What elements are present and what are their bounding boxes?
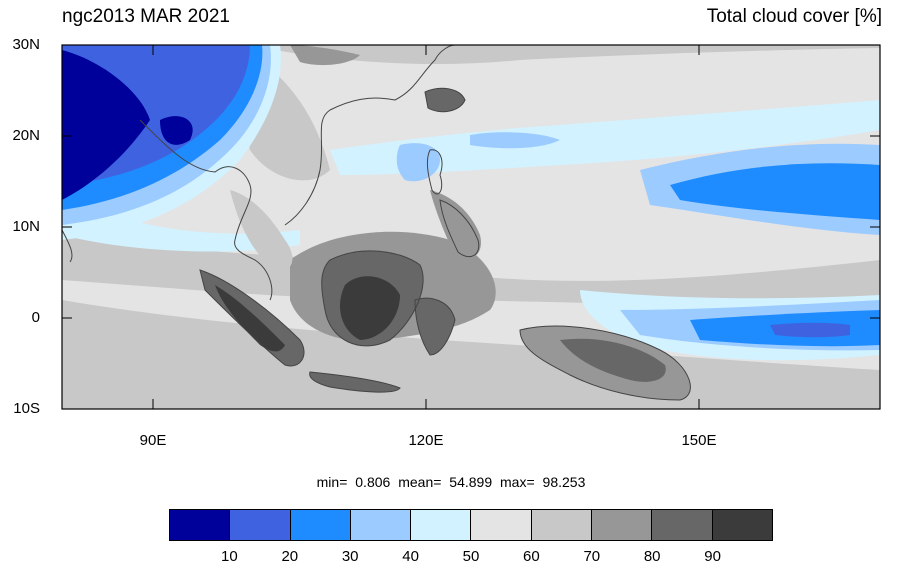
lon-label-120e: 120E bbox=[408, 432, 444, 449]
lat-label-10s: 10S bbox=[13, 400, 40, 417]
colorbar-swatch bbox=[471, 510, 532, 540]
min-label: min= bbox=[316, 474, 348, 490]
colorbar-tick-label: 20 bbox=[281, 548, 299, 565]
colorbar-tick-label: 50 bbox=[462, 548, 480, 565]
colorbar-swatch bbox=[531, 510, 593, 540]
colorbar-tick-label: 90 bbox=[704, 548, 721, 565]
colorbar-swatch bbox=[652, 510, 713, 540]
colorbar-tick-label: 60 bbox=[523, 548, 540, 565]
lat-label-10n: 10N bbox=[12, 218, 40, 235]
lat-label-0: 0 bbox=[31, 309, 40, 326]
colorbar bbox=[169, 509, 773, 541]
colorbar-tick-label: 30 bbox=[341, 548, 359, 565]
colorbar-swatch bbox=[592, 510, 653, 540]
mean-label: mean= bbox=[398, 474, 442, 490]
lat-label-20n: 20N bbox=[12, 127, 40, 144]
lat-label-30n: 30N bbox=[12, 36, 40, 53]
map-title: ngc2013 MAR 2021 bbox=[62, 6, 230, 27]
lon-label-90e: 90E bbox=[139, 432, 167, 449]
colorbar-tick-label: 10 bbox=[221, 548, 238, 565]
colorbar-swatch bbox=[350, 510, 412, 540]
colorbar-swatch bbox=[170, 510, 231, 540]
variable-title: Total cloud cover [%] bbox=[706, 6, 882, 27]
mean-value: 54.899 bbox=[449, 474, 493, 490]
min-value: 0.806 bbox=[355, 474, 391, 490]
statistics-line: min= 0.806 mean= 54.899 max= 98.253 bbox=[0, 474, 902, 490]
colorbar-tick-label: 70 bbox=[583, 548, 601, 565]
max-value: 98.253 bbox=[542, 474, 586, 490]
max-label: max= bbox=[500, 474, 535, 490]
colorbar-tick-label: 80 bbox=[643, 548, 661, 565]
colorbar-swatch bbox=[230, 510, 291, 540]
lon-label-150e: 150E bbox=[681, 432, 717, 449]
colorbar-swatch bbox=[712, 510, 772, 540]
colorbar-swatch bbox=[411, 510, 472, 540]
colorbar-tick-label: 40 bbox=[402, 548, 419, 565]
colorbar-swatch bbox=[290, 510, 351, 540]
